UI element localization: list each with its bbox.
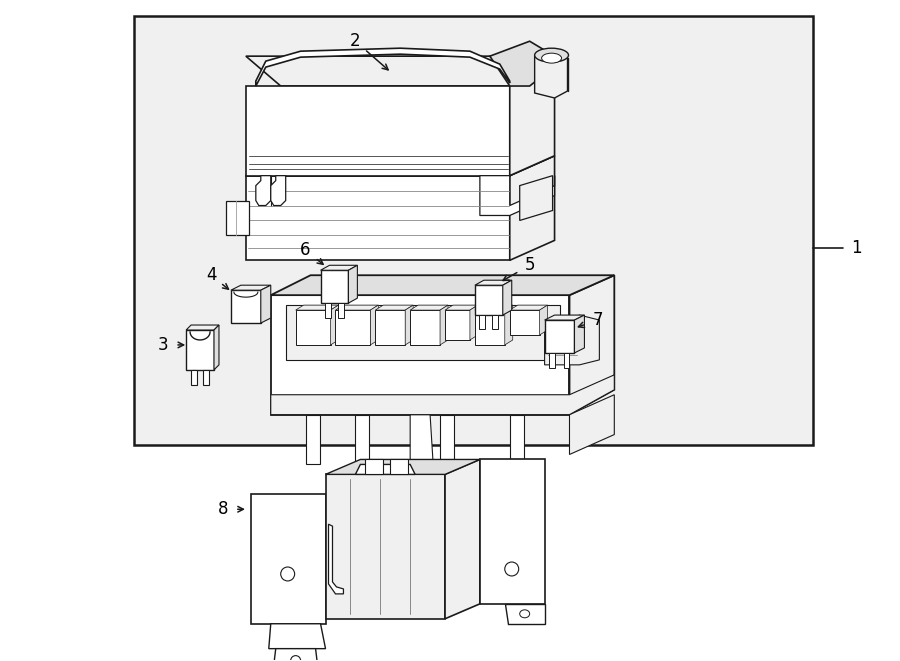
Bar xyxy=(134,17,814,444)
Ellipse shape xyxy=(542,53,562,63)
Polygon shape xyxy=(246,176,509,260)
Polygon shape xyxy=(326,459,480,475)
Polygon shape xyxy=(475,280,512,285)
Polygon shape xyxy=(563,353,570,368)
Polygon shape xyxy=(375,305,413,310)
Polygon shape xyxy=(320,270,348,303)
Polygon shape xyxy=(246,86,509,176)
Polygon shape xyxy=(480,459,544,604)
Polygon shape xyxy=(191,370,197,385)
Polygon shape xyxy=(445,459,480,619)
Text: 2: 2 xyxy=(350,32,361,50)
Polygon shape xyxy=(480,176,554,215)
Polygon shape xyxy=(186,330,214,370)
Polygon shape xyxy=(271,176,285,206)
Polygon shape xyxy=(273,648,319,661)
Polygon shape xyxy=(570,275,615,414)
Polygon shape xyxy=(509,305,547,310)
Polygon shape xyxy=(271,375,615,414)
Polygon shape xyxy=(440,305,448,345)
Polygon shape xyxy=(328,524,344,594)
Polygon shape xyxy=(325,303,330,318)
Text: 4: 4 xyxy=(206,266,216,284)
Text: 7: 7 xyxy=(592,311,603,329)
Polygon shape xyxy=(490,41,554,86)
Polygon shape xyxy=(475,305,513,310)
Polygon shape xyxy=(256,48,509,86)
Polygon shape xyxy=(330,305,338,345)
Polygon shape xyxy=(269,624,326,648)
Polygon shape xyxy=(365,459,383,475)
Polygon shape xyxy=(505,604,544,624)
Polygon shape xyxy=(356,414,369,465)
Polygon shape xyxy=(410,310,440,345)
Polygon shape xyxy=(231,285,271,290)
Polygon shape xyxy=(256,176,271,206)
Text: 6: 6 xyxy=(301,241,310,259)
Polygon shape xyxy=(503,280,512,315)
Polygon shape xyxy=(479,315,485,329)
Polygon shape xyxy=(544,315,599,365)
Text: 3: 3 xyxy=(158,336,168,354)
Polygon shape xyxy=(540,305,547,335)
Polygon shape xyxy=(509,66,554,176)
Polygon shape xyxy=(320,265,357,270)
Polygon shape xyxy=(296,305,338,310)
Polygon shape xyxy=(214,325,219,370)
Polygon shape xyxy=(574,315,584,353)
Polygon shape xyxy=(509,156,554,260)
Polygon shape xyxy=(306,414,319,465)
Polygon shape xyxy=(475,310,505,345)
Polygon shape xyxy=(385,475,455,499)
Ellipse shape xyxy=(535,48,569,62)
Polygon shape xyxy=(509,310,540,335)
Polygon shape xyxy=(491,315,498,329)
Text: 8: 8 xyxy=(218,500,229,518)
Polygon shape xyxy=(226,200,248,235)
Polygon shape xyxy=(271,275,615,295)
Polygon shape xyxy=(535,51,568,98)
Polygon shape xyxy=(405,305,413,345)
Polygon shape xyxy=(271,295,570,414)
Polygon shape xyxy=(509,414,524,465)
Polygon shape xyxy=(440,414,454,465)
Polygon shape xyxy=(470,305,478,340)
Polygon shape xyxy=(544,315,584,320)
Text: 5: 5 xyxy=(525,256,535,274)
Polygon shape xyxy=(186,325,219,330)
Text: 1: 1 xyxy=(851,239,861,257)
Polygon shape xyxy=(246,56,530,86)
Polygon shape xyxy=(410,305,448,310)
Polygon shape xyxy=(356,465,415,475)
Polygon shape xyxy=(296,310,330,345)
Polygon shape xyxy=(336,305,378,310)
Polygon shape xyxy=(336,310,370,345)
Polygon shape xyxy=(519,176,553,221)
Polygon shape xyxy=(549,353,554,368)
Polygon shape xyxy=(544,320,574,353)
Polygon shape xyxy=(391,459,409,475)
Polygon shape xyxy=(475,285,503,315)
Polygon shape xyxy=(445,310,470,340)
Polygon shape xyxy=(203,370,209,385)
Polygon shape xyxy=(445,305,478,310)
Polygon shape xyxy=(231,290,261,323)
Polygon shape xyxy=(505,305,513,345)
Polygon shape xyxy=(348,265,357,303)
Polygon shape xyxy=(246,156,554,176)
Polygon shape xyxy=(338,303,345,318)
Polygon shape xyxy=(375,310,405,345)
Polygon shape xyxy=(570,395,615,455)
Polygon shape xyxy=(370,305,378,345)
Polygon shape xyxy=(410,414,435,494)
Polygon shape xyxy=(326,475,445,619)
Polygon shape xyxy=(285,305,560,360)
Polygon shape xyxy=(261,285,271,323)
Polygon shape xyxy=(251,494,326,624)
